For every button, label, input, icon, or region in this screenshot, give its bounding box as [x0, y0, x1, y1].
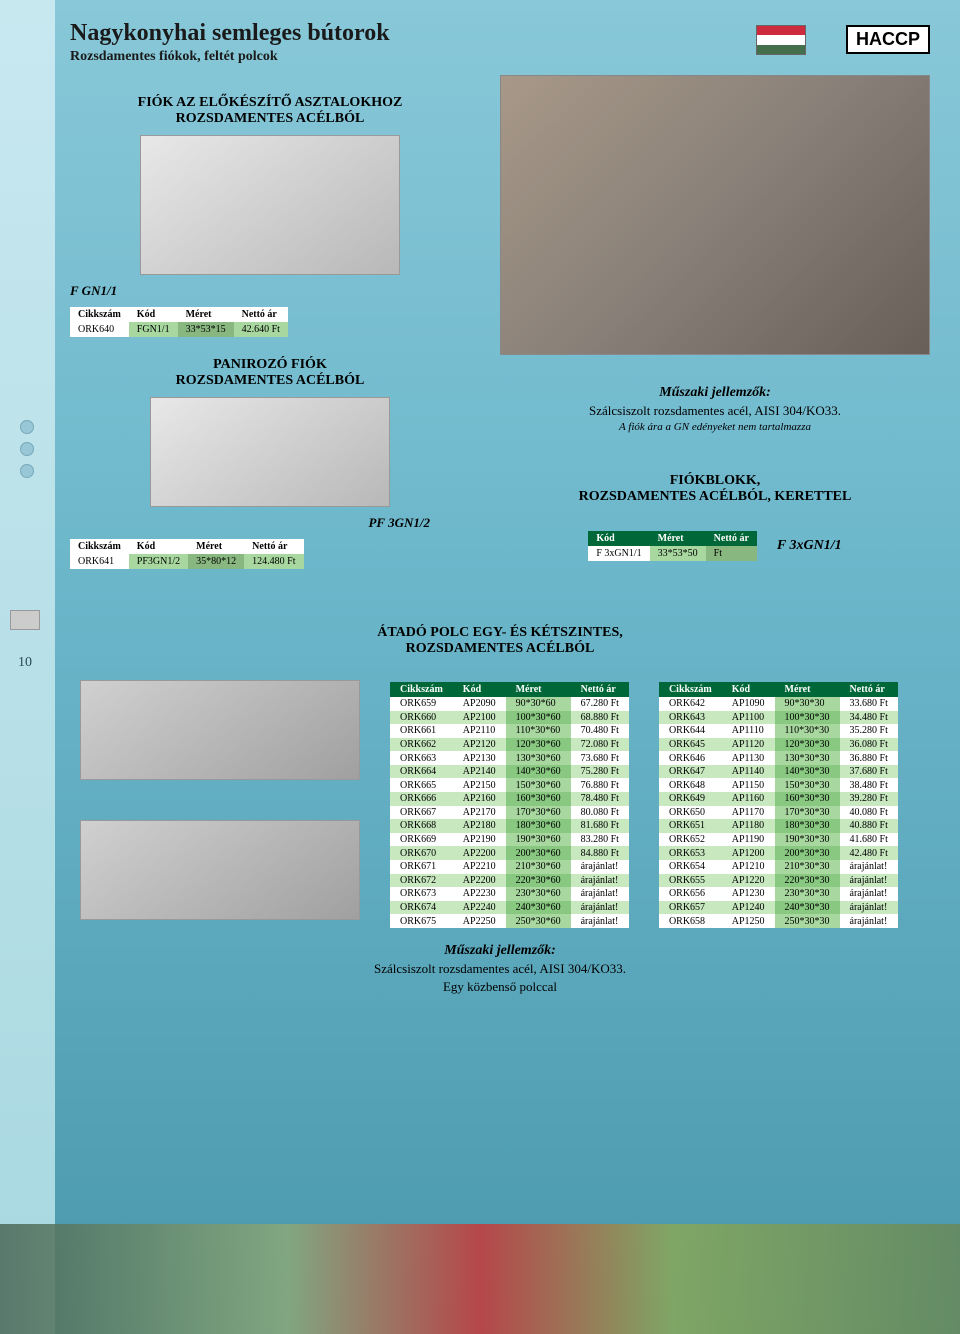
- table-row: ORK656AP1230230*30*30árajánlat!: [659, 887, 898, 901]
- table-row: ORK664AP2140140*30*6075.280 Ft: [390, 765, 629, 779]
- table-row: ORK660AP2100100*30*6068.880 Ft: [390, 711, 629, 725]
- section3-title: FIÓKBLOKK,ROZSDAMENTES ACÉLBÓL, KERETTEL: [500, 473, 930, 505]
- table-row: ORK657AP1240240*30*30árajánlat!: [659, 901, 898, 915]
- page-number: 10: [18, 655, 32, 671]
- haccp-badge: HACCP: [846, 25, 930, 54]
- table-row: ORK649AP1160160*30*3039.280 Ft: [659, 792, 898, 806]
- table-row: ORK653AP1200200*30*3042.480 Ft: [659, 846, 898, 860]
- table-row: ORK658AP1250250*30*30árajánlat!: [659, 914, 898, 928]
- table-row: ORK659AP209090*30*6067.280 Ft: [390, 697, 629, 711]
- table-row: ORK654AP1210210*30*30árajánlat!: [659, 860, 898, 874]
- section2-label: PF 3GN1/2: [70, 515, 470, 531]
- table-row: ORK662AP2120120*30*6072.080 Ft: [390, 738, 629, 752]
- table-row: ORK655AP1220220*30*30árajánlat!: [659, 874, 898, 888]
- breading-drawer-image: [150, 397, 390, 507]
- section2-title: PANIROZÓ FIÓKROZSDAMENTES ACÉLBÓL: [70, 357, 470, 389]
- kitchen-photo: [500, 75, 930, 355]
- table-row: ORK668AP2180180*30*6081.680 Ft: [390, 819, 629, 833]
- bottom-decoration-photo: [0, 1224, 960, 1334]
- spec1-title: Műszaki jellemzők:: [500, 385, 930, 401]
- shelf-double-image: [80, 820, 360, 920]
- table-row: ORK667AP2170170*30*6080.080 Ft: [390, 806, 629, 820]
- section1-table: Cikkszám Kód Méret Nettó ár ORK640 FGN1/…: [70, 307, 288, 337]
- page-title: Nagykonyhai semleges bútorok: [70, 20, 756, 47]
- shelf-single-image: [80, 680, 360, 780]
- table-row: ORK661AP2110110*30*6070.480 Ft: [390, 724, 629, 738]
- hungary-flag-icon: [756, 25, 806, 55]
- table-row: ORK663AP2130130*30*6073.680 Ft: [390, 751, 629, 765]
- section3-table: Kód Méret Nettó ár F 3xGN1/1 33*53*50 Ft: [588, 531, 757, 561]
- section4-table-right: CikkszámKódMéretNettó ár ORK642AP109090*…: [659, 682, 898, 928]
- section1-title: FIÓK AZ ELŐKÉSZÍTŐ ASZTALOKHOZROZSDAMENT…: [70, 95, 470, 127]
- section2-table: Cikkszám Kód Méret Nettó ár ORK641 PF3GN…: [70, 539, 304, 569]
- table-row: ORK647AP1140140*30*3037.680 Ft: [659, 765, 898, 779]
- table-row: ORK672AP2200220*30*60árajánlat!: [390, 874, 629, 888]
- margin-dots: [20, 420, 34, 486]
- table-row: ORK674AP2240240*30*60árajánlat!: [390, 901, 629, 915]
- table-row: ORK669AP2190190*30*6083.280 Ft: [390, 833, 629, 847]
- table-row: ORK642AP109090*30*3033.680 Ft: [659, 697, 898, 711]
- section1-label: F GN1/1: [70, 283, 470, 299]
- table-row: ORK651AP1180180*30*3040.880 Ft: [659, 819, 898, 833]
- spec2-block: Műszaki jellemzők: Szálcsiszolt rozsdame…: [70, 943, 930, 995]
- spec1-note: A fiók ára a GN edényeket nem tartalmazz…: [500, 421, 930, 433]
- table-row: ORK646AP1130130*30*3036.880 Ft: [659, 751, 898, 765]
- table-row: ORK666AP2160160*30*6078.480 Ft: [390, 792, 629, 806]
- table-row: ORK673AP2230230*30*60árajánlat!: [390, 887, 629, 901]
- table-row: ORK671AP2210210*30*60árajánlat!: [390, 860, 629, 874]
- table-row: ORK644AP1110110*30*3035.280 Ft: [659, 724, 898, 738]
- section3-label: F 3xGN1/1: [777, 538, 842, 554]
- page-subtitle: Rozsdamentes fiókok, feltét polcok: [70, 49, 756, 65]
- page-header: Nagykonyhai semleges bútorok Rozsdamente…: [70, 20, 930, 65]
- spec1-text: Szálcsiszolt rozsdamentes acél, AISI 304…: [500, 403, 930, 419]
- table-row: ORK650AP1170170*30*3040.080 Ft: [659, 806, 898, 820]
- table-row: ORK675AP2250250*30*60árajánlat!: [390, 914, 629, 928]
- table-row: ORK645AP1120120*30*3036.080 Ft: [659, 738, 898, 752]
- drawer-image: [140, 135, 400, 275]
- table-row: ORK648AP1150150*30*3038.480 Ft: [659, 778, 898, 792]
- section4-table-left: CikkszámKódMéretNettó ár ORK659AP209090*…: [390, 682, 629, 928]
- table-row: ORK643AP1100100*30*3034.480 Ft: [659, 711, 898, 725]
- sidebar-thumbnail: [10, 610, 40, 630]
- table-row: ORK670AP2200200*30*6084.880 Ft: [390, 846, 629, 860]
- table-row: ORK652AP1190190*30*3041.680 Ft: [659, 833, 898, 847]
- section4-title: ÁTADÓ POLC EGY- ÉS KÉTSZINTES,ROZSDAMENT…: [70, 625, 930, 657]
- table-row: ORK665AP2150150*30*6076.880 Ft: [390, 778, 629, 792]
